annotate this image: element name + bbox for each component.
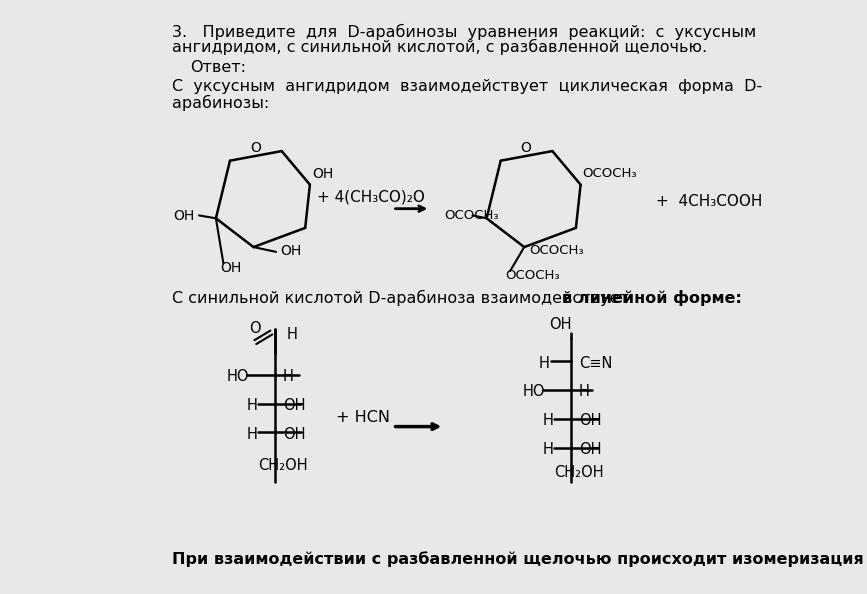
Text: O: O bbox=[521, 141, 531, 156]
Text: OH: OH bbox=[173, 208, 195, 223]
Text: С синильной кислотой D-арабиноза взаимодействует: С синильной кислотой D-арабиноза взаимод… bbox=[172, 290, 629, 307]
Text: HO: HO bbox=[226, 369, 249, 384]
Text: При взаимодействии с разбавленной щелочью происходит изомеризация: При взаимодействии с разбавленной щелочь… bbox=[172, 551, 864, 567]
Text: C≡N: C≡N bbox=[579, 356, 612, 371]
Text: OH: OH bbox=[280, 244, 301, 258]
Text: OCOCH₃: OCOCH₃ bbox=[583, 168, 637, 181]
Text: H: H bbox=[247, 398, 257, 413]
Text: H: H bbox=[286, 327, 297, 342]
Text: OH: OH bbox=[579, 413, 601, 428]
Text: OH: OH bbox=[220, 261, 242, 276]
Text: O: O bbox=[249, 321, 260, 336]
Text: OH: OH bbox=[283, 426, 305, 441]
Text: + 4(CH₃CO)₂O: + 4(CH₃CO)₂O bbox=[317, 189, 426, 204]
Text: OH: OH bbox=[312, 168, 333, 181]
Text: арабинозы:: арабинозы: bbox=[172, 94, 269, 110]
Text: С  уксусным  ангидридом  взаимодействует  циклическая  форма  D-: С уксусным ангидридом взаимодействует ци… bbox=[172, 79, 762, 94]
Text: CH₂OH: CH₂OH bbox=[258, 459, 308, 473]
Text: +  4CH₃COOH: + 4CH₃COOH bbox=[655, 194, 762, 209]
Text: H: H bbox=[538, 356, 549, 371]
Text: OCOCH₃: OCOCH₃ bbox=[529, 244, 583, 257]
Text: OH: OH bbox=[549, 317, 571, 332]
Text: O: O bbox=[250, 141, 261, 156]
Text: HO: HO bbox=[522, 384, 544, 399]
Text: 3.   Приведите  для  D-арабинозы  уравнения  реакций:  с  уксусным: 3. Приведите для D-арабинозы уравнения р… bbox=[172, 23, 756, 40]
Text: H: H bbox=[543, 413, 554, 428]
Text: OCOCH₃: OCOCH₃ bbox=[505, 269, 560, 282]
Text: OH: OH bbox=[283, 398, 305, 413]
Text: H: H bbox=[579, 384, 590, 399]
Text: ангидридом, с синильной кислотой, с разбавленной щелочью.: ангидридом, с синильной кислотой, с разб… bbox=[172, 39, 707, 55]
Text: Ответ:: Ответ: bbox=[191, 60, 246, 75]
Text: + HCN: + HCN bbox=[336, 410, 390, 425]
Text: H: H bbox=[283, 369, 294, 384]
Text: OCOCH₃: OCOCH₃ bbox=[444, 208, 499, 222]
Text: H: H bbox=[247, 426, 257, 441]
Text: OH: OH bbox=[579, 442, 601, 457]
Text: в линейной форме:: в линейной форме: bbox=[562, 290, 741, 307]
Text: H: H bbox=[543, 442, 554, 457]
Text: CH₂OH: CH₂OH bbox=[554, 465, 604, 480]
